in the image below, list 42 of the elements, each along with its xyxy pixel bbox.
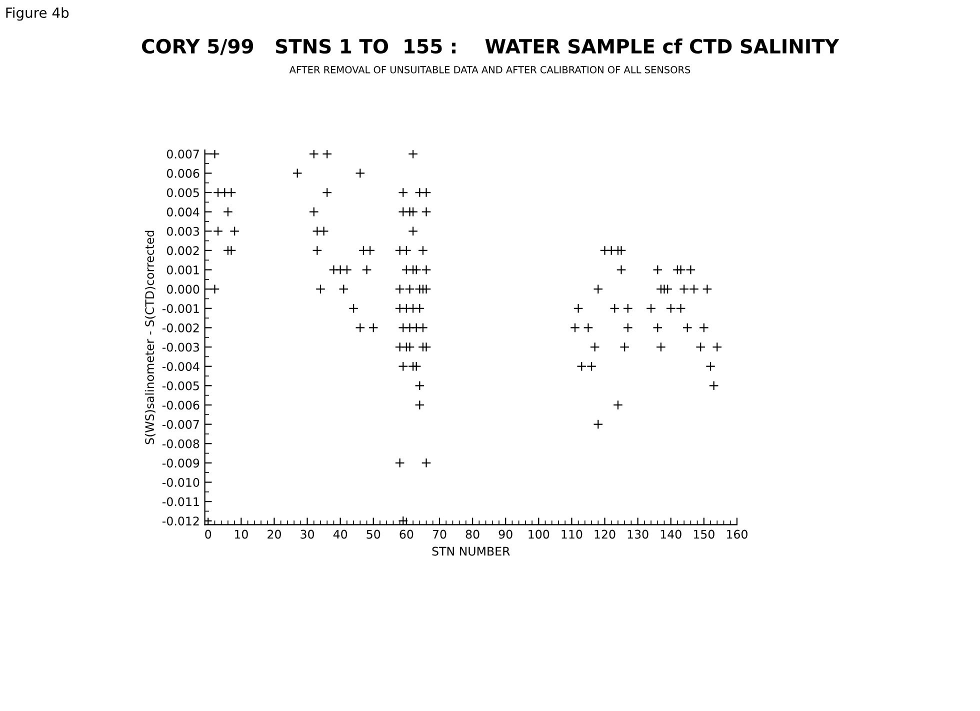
y-tick-label: 0.001 [166, 265, 199, 274]
y-tick-label: -0.003 [162, 342, 200, 352]
x-tick-label: 130 [628, 530, 648, 539]
x-tick-label: 0 [205, 530, 212, 539]
x-tick-label: 70 [432, 530, 446, 539]
y-tick-label: 0.002 [166, 246, 199, 256]
y-tick-label: -0.004 [162, 362, 200, 371]
x-tick-label: 90 [498, 530, 512, 539]
y-tick-label: -0.001 [162, 304, 199, 314]
y-tick-label: 0.000 [166, 284, 200, 294]
x-tick-label: 50 [366, 530, 380, 539]
x-tick-label: 120 [594, 530, 616, 539]
y-tick-label: 0.004 [166, 208, 200, 216]
x-tick-label: 80 [466, 530, 480, 539]
y-tick-label: -0.002 [162, 323, 199, 332]
y-axis-title: S(WS)salinometer - S(CTD)corrected [144, 230, 156, 444]
y-tick-label: 0.005 [166, 188, 199, 198]
x-tick-label: 160 [726, 530, 748, 539]
y-tick-label: -0.010 [162, 478, 200, 487]
y-tick-label: 0.003 [166, 226, 200, 236]
x-tick-label: 140 [660, 530, 682, 539]
x-tick-label: 60 [400, 530, 414, 539]
x-tick-label: 10 [234, 530, 248, 539]
y-tick-label: -0.006 [162, 400, 200, 410]
x-tick-label: 20 [268, 530, 281, 539]
chart-title: CORY 5/99 STNS 1 TO 155 : WATER SAMPLE cf CTD SALINITY [142, 38, 840, 56]
caption: Figure 4b [6, 7, 69, 21]
x-tick-label: 40 [333, 530, 348, 539]
chart-subtitle: AFTER REMOVAL OF UNSUITABLE DATA AND AFTER CALIBRATION OF ALL SENSORS [289, 66, 690, 74]
y-tick-label: -0.007 [162, 420, 199, 429]
y-tick-label: -0.011 [162, 497, 199, 506]
x-axis-title: STN NUMBER [432, 546, 510, 556]
x-tick-label: 150 [694, 530, 714, 539]
y-tick-label: -0.009 [162, 458, 200, 468]
y-tick-label: 0.006 [166, 168, 200, 178]
y-tick-label: 0.007 [166, 150, 199, 159]
y-tick-label: -0.008 [162, 439, 200, 448]
x-tick-label: 30 [300, 530, 314, 539]
x-tick-label: 110 [562, 530, 582, 539]
x-tick-label: 100 [528, 530, 550, 539]
y-tick-label: -0.012 [162, 516, 199, 526]
y-tick-label: -0.005 [162, 381, 199, 390]
